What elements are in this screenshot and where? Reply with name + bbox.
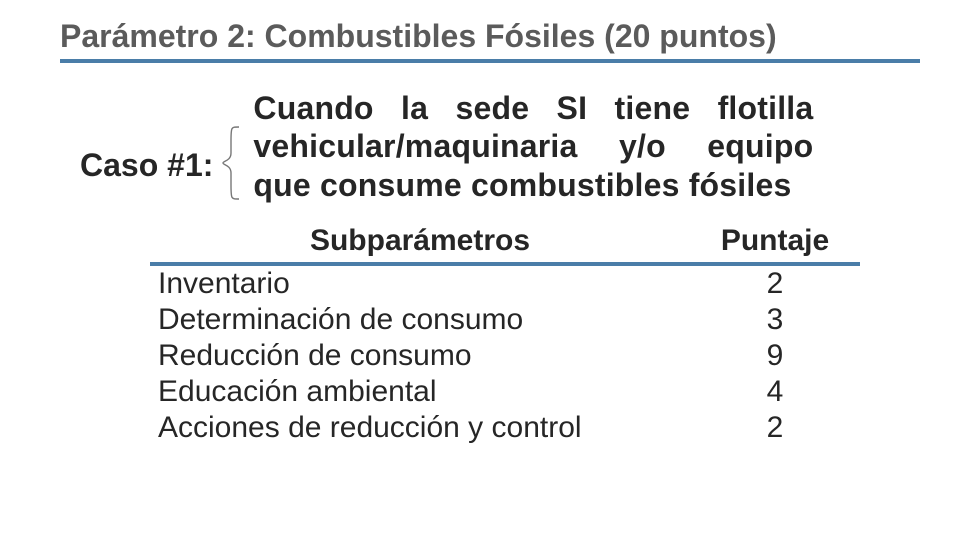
case-row: Caso #1: Cuando la sede SI tiene flotill… [80, 89, 920, 208]
cell-pts: 3 [690, 302, 860, 338]
cell-sub: Acciones de reducción y control [150, 410, 690, 446]
cell-pts: 2 [690, 410, 860, 446]
case-label: Caso #1: [80, 147, 213, 184]
case-description: Cuando la sede SI tiene flotilla vehicul… [253, 89, 813, 204]
slide: Parámetro 2: Combustibles Fósiles (20 pu… [0, 0, 960, 540]
cell-sub: Educación ambiental [150, 374, 690, 410]
cell-pts: 4 [690, 374, 860, 410]
table-row: Inventario 2 [150, 264, 860, 302]
table-row: Educación ambiental 4 [150, 374, 860, 410]
table-row: Reducción de consumo 9 [150, 338, 860, 374]
cell-sub: Determinación de consumo [150, 302, 690, 338]
page-title: Parámetro 2: Combustibles Fósiles (20 pu… [60, 18, 920, 57]
cell-pts: 9 [690, 338, 860, 374]
table-row: Determinación de consumo 3 [150, 302, 860, 338]
col-header-puntaje: Puntaje [690, 222, 860, 264]
cell-sub: Inventario [150, 264, 690, 302]
case-label-wrap: Caso #1: [80, 123, 253, 208]
brace-icon [217, 123, 247, 208]
table-row: Acciones de reducción y control 2 [150, 410, 860, 446]
table-header-row: Subparámetros Puntaje [150, 222, 860, 264]
cell-sub: Reducción de consumo [150, 338, 690, 374]
cell-pts: 2 [690, 264, 860, 302]
col-header-subparametros: Subparámetros [150, 222, 690, 264]
subparameters-table: Subparámetros Puntaje Inventario 2 Deter… [150, 222, 860, 446]
title-rule [60, 59, 920, 63]
